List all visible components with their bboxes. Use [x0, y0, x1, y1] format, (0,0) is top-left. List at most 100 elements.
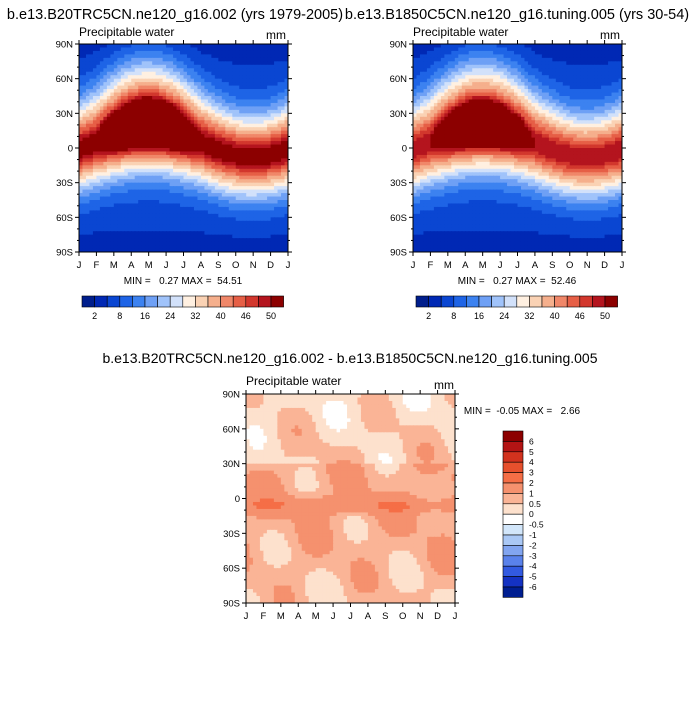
field-cell: [82, 113, 87, 118]
field-cell: [562, 50, 567, 55]
field-cell: [253, 47, 258, 52]
field-cell: [486, 61, 491, 66]
field-cell: [232, 193, 237, 198]
field-cell: [413, 116, 418, 121]
field-cell: [207, 210, 212, 215]
field-cell: [503, 68, 508, 73]
field-cell: [218, 179, 223, 184]
field-cell: [162, 158, 167, 163]
field-cell: [486, 106, 491, 111]
field-cell: [461, 99, 466, 104]
field-cell: [486, 75, 491, 80]
field-cell: [615, 102, 620, 107]
field-cell: [85, 206, 91, 211]
field-cell: [263, 82, 268, 87]
field-cell: [89, 182, 94, 187]
field-cell: [253, 113, 258, 118]
field-cell: [190, 54, 195, 59]
field-cell: [200, 193, 205, 198]
field-cell: [166, 203, 171, 208]
field-cell: [496, 47, 501, 52]
field-cell: [131, 227, 136, 232]
field-cell: [113, 196, 118, 201]
field-cell: [141, 196, 146, 201]
field-cell: [534, 106, 539, 111]
field-cell: [211, 231, 216, 236]
field-cell: [221, 116, 226, 121]
field-cell: [267, 82, 272, 87]
field-cell: [197, 234, 202, 239]
field-cell: [274, 248, 279, 252]
field-cell: [416, 50, 421, 55]
field-cell: [548, 89, 553, 94]
field-cell: [242, 151, 247, 156]
field-cell: [117, 89, 122, 94]
field-cell: [204, 193, 209, 198]
field-cell: [159, 47, 164, 52]
field-cell: [437, 116, 442, 121]
field-cell: [232, 213, 237, 218]
field-cell: [82, 213, 87, 218]
field-cell: [148, 175, 153, 180]
field-cell: [214, 141, 219, 146]
field-cell: [256, 238, 261, 243]
field-cell: [520, 96, 526, 101]
field-cell: [580, 85, 585, 90]
field-cell: [242, 186, 247, 191]
field-cell: [514, 99, 519, 104]
field-cell: [569, 71, 574, 76]
field-cell: [120, 78, 125, 83]
field-cell: [190, 193, 195, 198]
field-cell: [444, 102, 449, 107]
field-cell: [204, 127, 209, 132]
field-cell: [169, 50, 174, 55]
field-cell: [85, 168, 91, 173]
field-cell: [85, 186, 91, 191]
field-cell: [193, 196, 199, 201]
field-cell: [117, 61, 122, 66]
field-cell: [99, 92, 104, 97]
field-cell: [214, 106, 219, 111]
field-cell: [559, 47, 564, 52]
field-cell: [207, 158, 212, 163]
field-cell: [145, 158, 150, 163]
field-cell: [284, 172, 288, 177]
field-cell: [113, 200, 118, 205]
field-cell: [145, 116, 150, 121]
field-cell: [96, 158, 101, 163]
field-cell: [92, 206, 98, 211]
field-cell: [284, 234, 288, 239]
field-cell: [200, 241, 205, 246]
field-cell: [193, 89, 199, 94]
field-cell: [82, 224, 87, 229]
field-cell: [159, 96, 164, 101]
field-cell: [444, 85, 449, 90]
field-cell: [246, 57, 251, 62]
field-cell: [615, 116, 620, 121]
field-cell: [611, 44, 616, 49]
field-cell: [221, 213, 226, 218]
field-cell: [197, 203, 202, 208]
field-cell: [277, 89, 282, 94]
field-cell: [106, 241, 111, 246]
field-cell: [559, 50, 564, 55]
field-cell: [225, 54, 230, 59]
field-cell: [503, 102, 508, 107]
field-cell: [183, 151, 188, 156]
field-cell: [423, 61, 428, 66]
field-cell: [79, 44, 84, 49]
field-cell: [110, 116, 115, 121]
field-cell: [138, 85, 143, 90]
field-cell: [489, 89, 494, 94]
field-cell: [500, 75, 505, 80]
field-cell: [124, 123, 129, 128]
field-cell: [260, 238, 265, 243]
field-cell: [197, 75, 202, 80]
field-cell: [197, 82, 202, 87]
field-cell: [145, 127, 150, 132]
field-cell: [618, 99, 622, 104]
field-cell: [193, 161, 199, 166]
field-cell: [186, 106, 192, 111]
field-cell: [110, 165, 115, 170]
field-cell: [204, 182, 209, 187]
